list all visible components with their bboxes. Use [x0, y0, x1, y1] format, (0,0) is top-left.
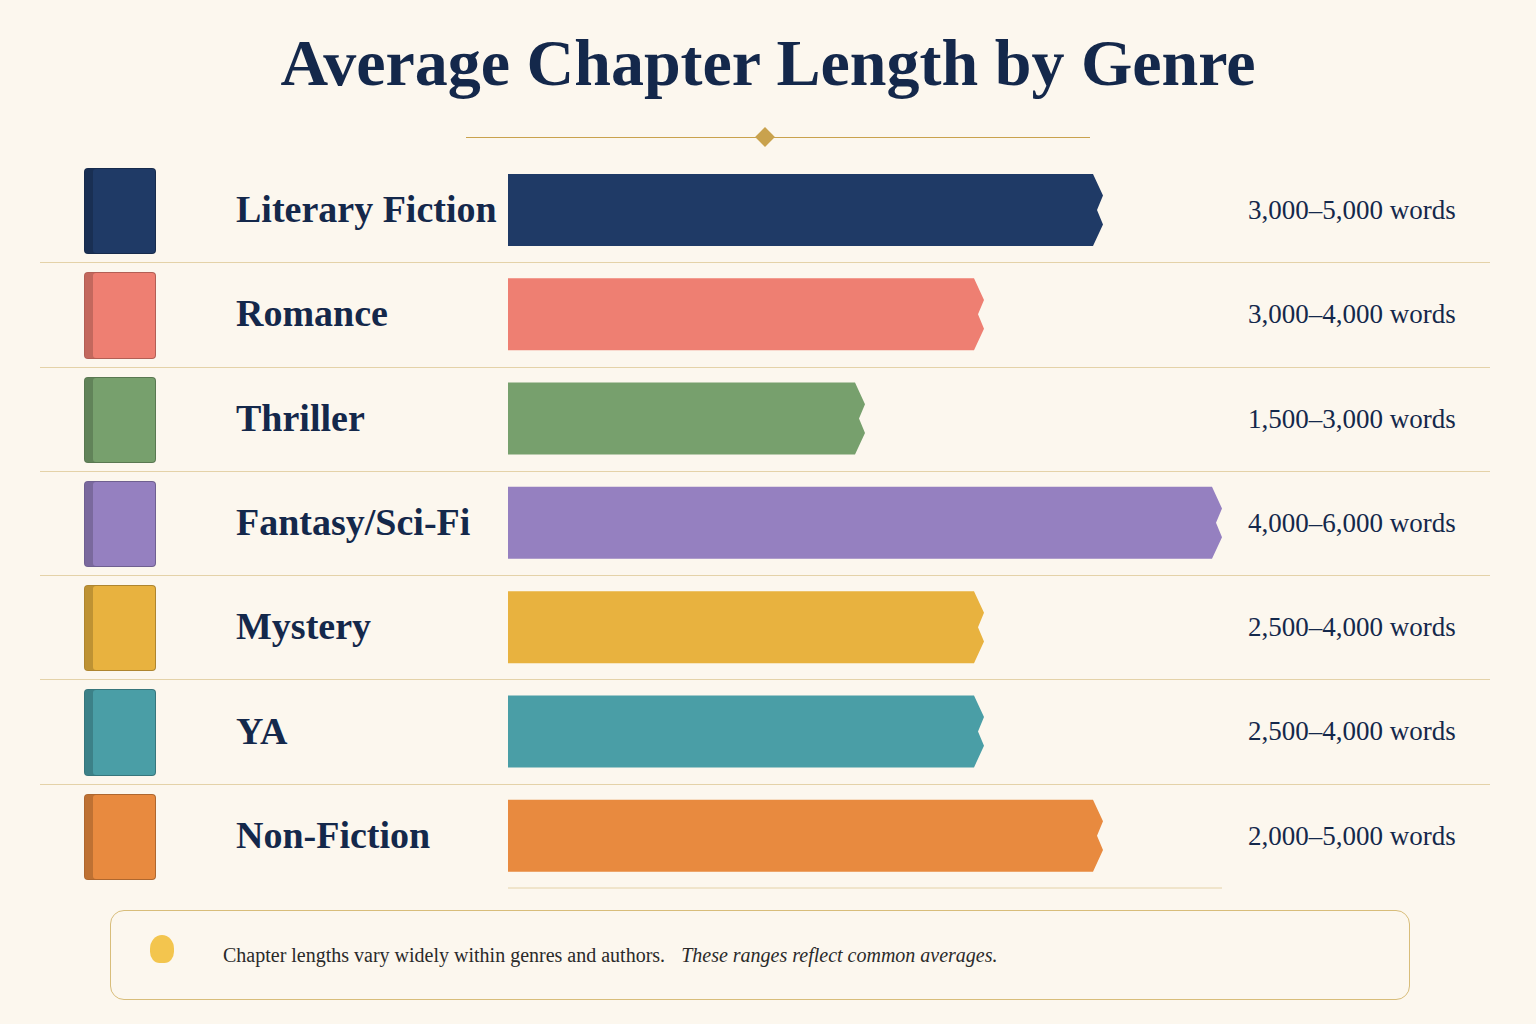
html-text:Chapter lengths vary widely wi: Chapter lengths vary widely within genre… — [223, 943, 666, 966]
svg-text:Non-Fiction: Non-Fiction — [236, 814, 430, 856]
svg-text:Romance: Romance — [236, 292, 388, 334]
svg-text:1,500–3,000 words: 1,500–3,000 words — [1248, 404, 1456, 434]
svg-text:Literary Fiction: Literary Fiction — [236, 188, 497, 230]
svg-text:Fantasy/Sci-Fi: Fantasy/Sci-Fi — [236, 501, 470, 543]
svg-text:2,000–5,000 words: 2,000–5,000 words — [1248, 821, 1456, 851]
html-text:Average Chapter Length by Genr: Average Chapter Length by Genre — [280, 26, 1256, 99]
html-text:These ranges reflect common av: These ranges reflect common averages. — [681, 943, 998, 966]
svg-text:3,000–4,000 words: 3,000–4,000 words — [1248, 299, 1456, 329]
svg-text:Mystery: Mystery — [236, 605, 371, 647]
svg-text:3,000–5,000 words: 3,000–5,000 words — [1248, 195, 1456, 225]
svg-text:4,000–6,000 words: 4,000–6,000 words — [1248, 508, 1456, 538]
svg-text:2,500–4,000 words: 2,500–4,000 words — [1248, 716, 1456, 746]
svg-text:YA: YA — [236, 710, 288, 752]
svg-text:2,500–4,000 words: 2,500–4,000 words — [1248, 612, 1456, 642]
svg-text:Thriller: Thriller — [236, 397, 365, 439]
